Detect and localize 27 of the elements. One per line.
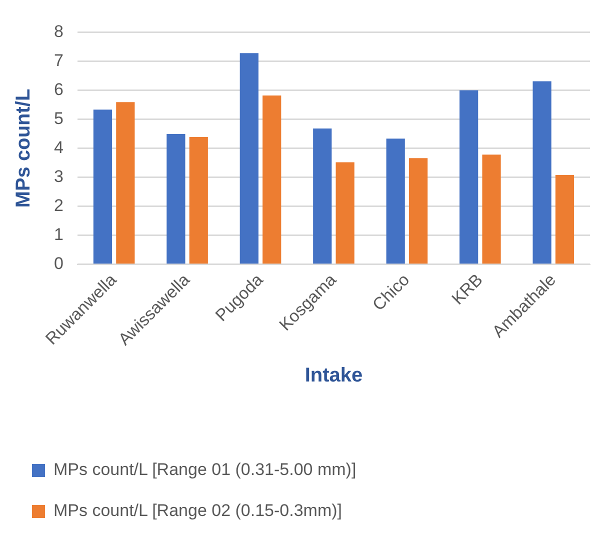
legend-label: MPs count/L [Range 01 (0.31-5.00 mm)] — [54, 460, 356, 480]
y-tick-label: 3 — [54, 166, 64, 186]
bar — [386, 138, 405, 264]
legend-label: MPs count/L [Range 02 (0.15-0.3mm)] — [54, 501, 342, 520]
bar — [408, 158, 428, 264]
y-tick-label: 1 — [54, 224, 64, 244]
bar — [93, 110, 112, 264]
bar — [482, 154, 501, 264]
x-axis-title: Intake — [304, 364, 363, 387]
bar — [313, 128, 332, 264]
y-axis-title: MPs count/L — [12, 88, 35, 208]
bar — [460, 90, 478, 264]
bar — [262, 95, 282, 264]
y-tick-label: 0 — [54, 254, 64, 274]
bar — [189, 136, 208, 264]
bar — [532, 81, 552, 264]
y-tick-label: 2 — [54, 196, 64, 215]
y-tick-label: 5 — [54, 108, 64, 128]
bar — [116, 102, 135, 264]
y-tick-label: 7 — [54, 50, 64, 70]
bar — [336, 162, 354, 264]
y-tick-label: 6 — [54, 80, 64, 99]
y-tick-label: 4 — [54, 138, 64, 157]
y-tick-label: 8 — [54, 22, 64, 41]
bar — [240, 53, 258, 264]
bar — [555, 174, 574, 264]
bar — [166, 134, 186, 264]
